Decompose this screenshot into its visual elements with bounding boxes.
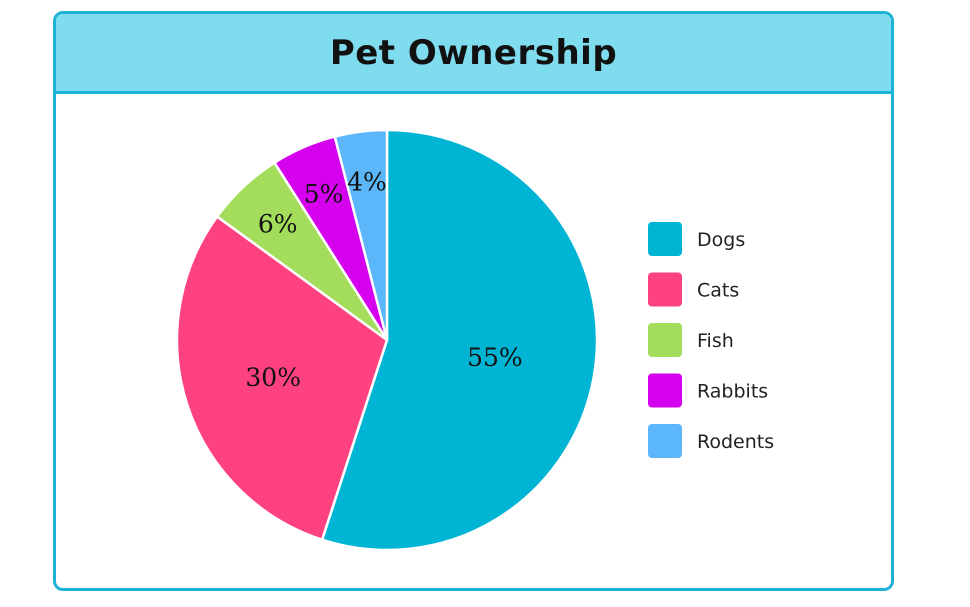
legend-swatch-rodents bbox=[648, 424, 682, 458]
chart-header: Pet Ownership bbox=[56, 14, 891, 94]
data-label-rodents: 4% bbox=[347, 168, 387, 197]
pie-slices bbox=[175, 128, 599, 552]
legend-label-rabbits: Rabbits bbox=[697, 381, 768, 403]
legend-swatch-fish bbox=[648, 323, 682, 357]
data-label-fish: 6% bbox=[258, 210, 298, 239]
legend-item-fish: Fish bbox=[648, 323, 734, 357]
legend-item-rodents: Rodents bbox=[648, 424, 774, 458]
legend-label-dogs: Dogs bbox=[697, 229, 745, 251]
legend-swatch-dogs bbox=[648, 222, 682, 256]
legend-label-cats: Cats bbox=[697, 280, 739, 302]
legend-swatch-rabbits bbox=[648, 373, 682, 408]
pie-labels: 55% 30% 6%5% 4% bbox=[245, 168, 522, 392]
chart-title: Pet Ownership bbox=[329, 32, 618, 73]
legend-label-rodents: Rodents bbox=[697, 431, 774, 453]
legend-swatch-cats bbox=[648, 272, 682, 307]
data-label-dogs: 55% bbox=[467, 343, 523, 372]
legend-item-dogs: Dogs bbox=[648, 222, 745, 256]
legend-item-rabbits: Rabbits bbox=[648, 373, 768, 408]
legend-item-cats: Cats bbox=[648, 272, 739, 307]
legend-label-fish: Fish bbox=[697, 330, 734, 352]
pie-slice-rodents bbox=[333, 128, 389, 342]
data-label-cats: 30% bbox=[245, 363, 301, 392]
data-label-rabbits: 5% bbox=[304, 180, 344, 209]
pie-slice-dogs bbox=[320, 128, 599, 552]
legend: Dogs Cats Fish Rabbits Rodents bbox=[648, 222, 774, 458]
pie-slice-cats bbox=[175, 215, 389, 541]
